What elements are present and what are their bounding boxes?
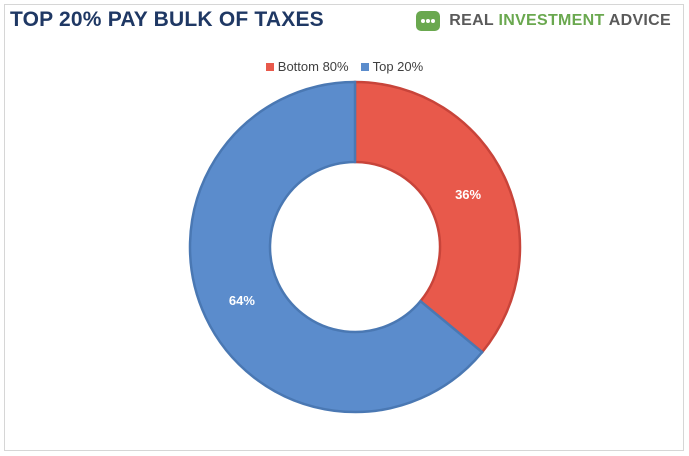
- legend-swatch-top-20: [360, 62, 369, 71]
- legend-item-top-20: Top 20%: [360, 59, 424, 74]
- brand-name-prefix: REAL: [449, 12, 499, 29]
- donut-slice-top-20: [188, 80, 484, 414]
- chart-frame: [4, 4, 684, 451]
- brand-name-suffix: ADVICE: [604, 12, 671, 29]
- legend-label-bottom-80: Bottom 80%: [277, 59, 349, 74]
- chart-legend: Bottom 80% Top 20%: [0, 59, 689, 74]
- brand-logo-icon: [416, 11, 441, 31]
- data-label-top-20: 64%: [229, 293, 255, 308]
- data-label-bottom-80: 36%: [455, 187, 481, 202]
- chart-title: TOP 20% PAY BULK OF TAXES: [10, 8, 324, 31]
- donut-slice-bottom-80: [353, 80, 522, 354]
- brand-name: REAL INVESTMENT ADVICE: [449, 12, 671, 30]
- legend-item-bottom-80: Bottom 80%: [265, 59, 349, 74]
- brand-logo: REAL INVESTMENT ADVICE: [415, 10, 671, 32]
- legend-label-top-20: Top 20%: [372, 59, 424, 74]
- legend-swatch-bottom-80: [265, 62, 274, 71]
- brand-name-accent: INVESTMENT: [498, 12, 605, 29]
